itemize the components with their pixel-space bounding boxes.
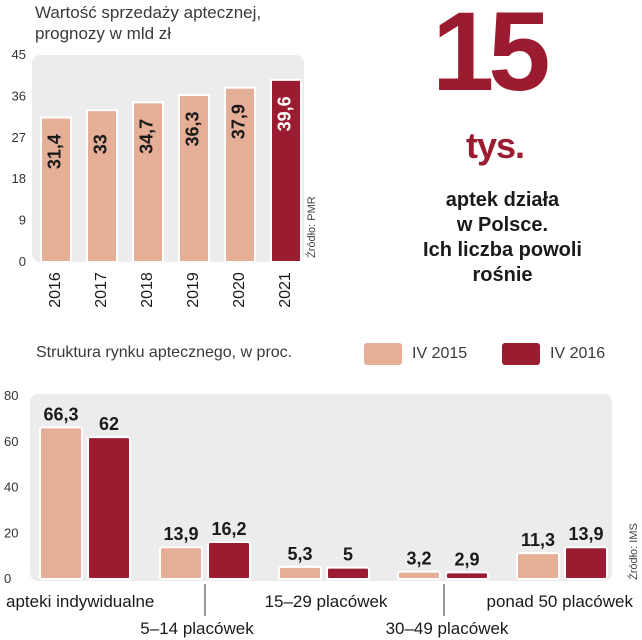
sales-chart-title-line-1: Wartość sprzedaży aptecznej, [35, 3, 262, 22]
market-bar-value-label: 62 [99, 414, 119, 434]
market-bar-value-label: 3,2 [406, 549, 431, 569]
market-bar [326, 566, 370, 580]
market-chart-panel [30, 394, 612, 581]
market-bar [397, 570, 441, 580]
sales-chart-source: Źródło: PMR [306, 196, 318, 258]
sales-x-tick-label: 2020 [231, 272, 248, 308]
headline-line-3: Ich liczba powoli [423, 239, 582, 261]
market-category-label: apteki indywidualne [6, 592, 154, 611]
market-chart-source: Źródło: IMS [628, 523, 640, 580]
market-bar-value-label: 5 [343, 545, 353, 565]
headline-number: 15 [432, 0, 551, 114]
headline-line-1: aptek działa [445, 189, 560, 211]
sales-bar [224, 86, 256, 263]
sales-x-tick-label: 2019 [185, 272, 202, 308]
sales-x-tick-label: 2021 [277, 272, 294, 308]
market-bar [516, 552, 560, 580]
market-bar [159, 546, 203, 580]
market-bar [564, 546, 608, 580]
market-bar [39, 426, 83, 580]
market-category-label: 30–49 placówek [386, 619, 509, 638]
market-category-label: 5–14 placówek [140, 619, 254, 638]
market-bar [278, 565, 322, 580]
market-y-tick-label: 60 [4, 434, 18, 449]
legend-swatch-iv2016 [502, 343, 540, 365]
market-category-label: 15–29 placówek [265, 592, 388, 611]
headline-line-2: w Polsce. [456, 214, 549, 236]
sales-y-tick-label: 0 [19, 254, 26, 269]
sales-bar-value-label: 39,6 [275, 96, 295, 131]
market-bar-value-label: 13,9 [568, 524, 603, 544]
sales-y-tick-label: 27 [12, 130, 26, 145]
sales-bar-value-label: 37,9 [229, 104, 249, 139]
legend-label-iv2015: IV 2015 [412, 345, 468, 362]
sales-y-tick-label: 36 [12, 88, 26, 103]
market-y-tick-label: 0 [4, 571, 11, 586]
headline-description: aptek działa w Polsce. Ich liczba powoli… [395, 188, 610, 288]
market-bar [207, 540, 251, 581]
market-bar [445, 571, 489, 581]
headline-unit: tys. [466, 125, 525, 166]
market-bar-value-label: 16,2 [211, 519, 246, 539]
legend-item-iv2016: IV 2016 [502, 343, 605, 365]
sales-chart-title-line-2: prognozy w mld zł [35, 24, 172, 43]
market-y-tick-label: 20 [4, 525, 18, 540]
sales-y-tick-label: 18 [12, 171, 26, 186]
market-chart-title: Struktura rynku aptecznego, w proc. [36, 344, 293, 361]
sales-bar [86, 109, 118, 263]
market-bar-value-label: 5,3 [287, 544, 312, 564]
sales-bar [40, 116, 72, 263]
sales-bar [132, 101, 164, 263]
sales-bar-value-label: 36,3 [183, 111, 203, 146]
market-bar-value-label: 11,3 [521, 530, 555, 550]
sales-y-tick-label: 45 [12, 47, 26, 62]
sales-bar-value-label: 34,7 [137, 119, 157, 154]
sales-bar [178, 94, 210, 263]
sales-y-tick-label: 9 [19, 213, 26, 228]
market-y-tick-label: 80 [4, 388, 18, 403]
market-bar-value-label: 2,9 [454, 549, 479, 569]
sales-x-tick-label: 2018 [139, 272, 156, 308]
sales-bar [270, 78, 302, 263]
sales-chart-title: Wartość sprzedaży aptecznej, prognozy w … [35, 2, 305, 44]
legend-item-iv2015: IV 2015 [364, 343, 467, 365]
market-category-label: ponad 50 placówek [486, 592, 633, 611]
sales-x-tick-label: 2017 [93, 272, 110, 308]
sales-x-tick-label: 2016 [47, 272, 64, 308]
sales-bar-value-label: 33 [91, 134, 111, 154]
sales-bar-value-label: 31,4 [45, 134, 65, 169]
market-bar [87, 436, 131, 580]
legend-swatch-iv2015 [364, 343, 402, 365]
headline-line-4: rośnie [472, 264, 533, 286]
market-bar-value-label: 66,3 [43, 404, 78, 424]
market-y-tick-label: 40 [4, 480, 18, 495]
legend-label-iv2016: IV 2016 [550, 345, 606, 362]
market-bar-value-label: 13,9 [163, 524, 198, 544]
